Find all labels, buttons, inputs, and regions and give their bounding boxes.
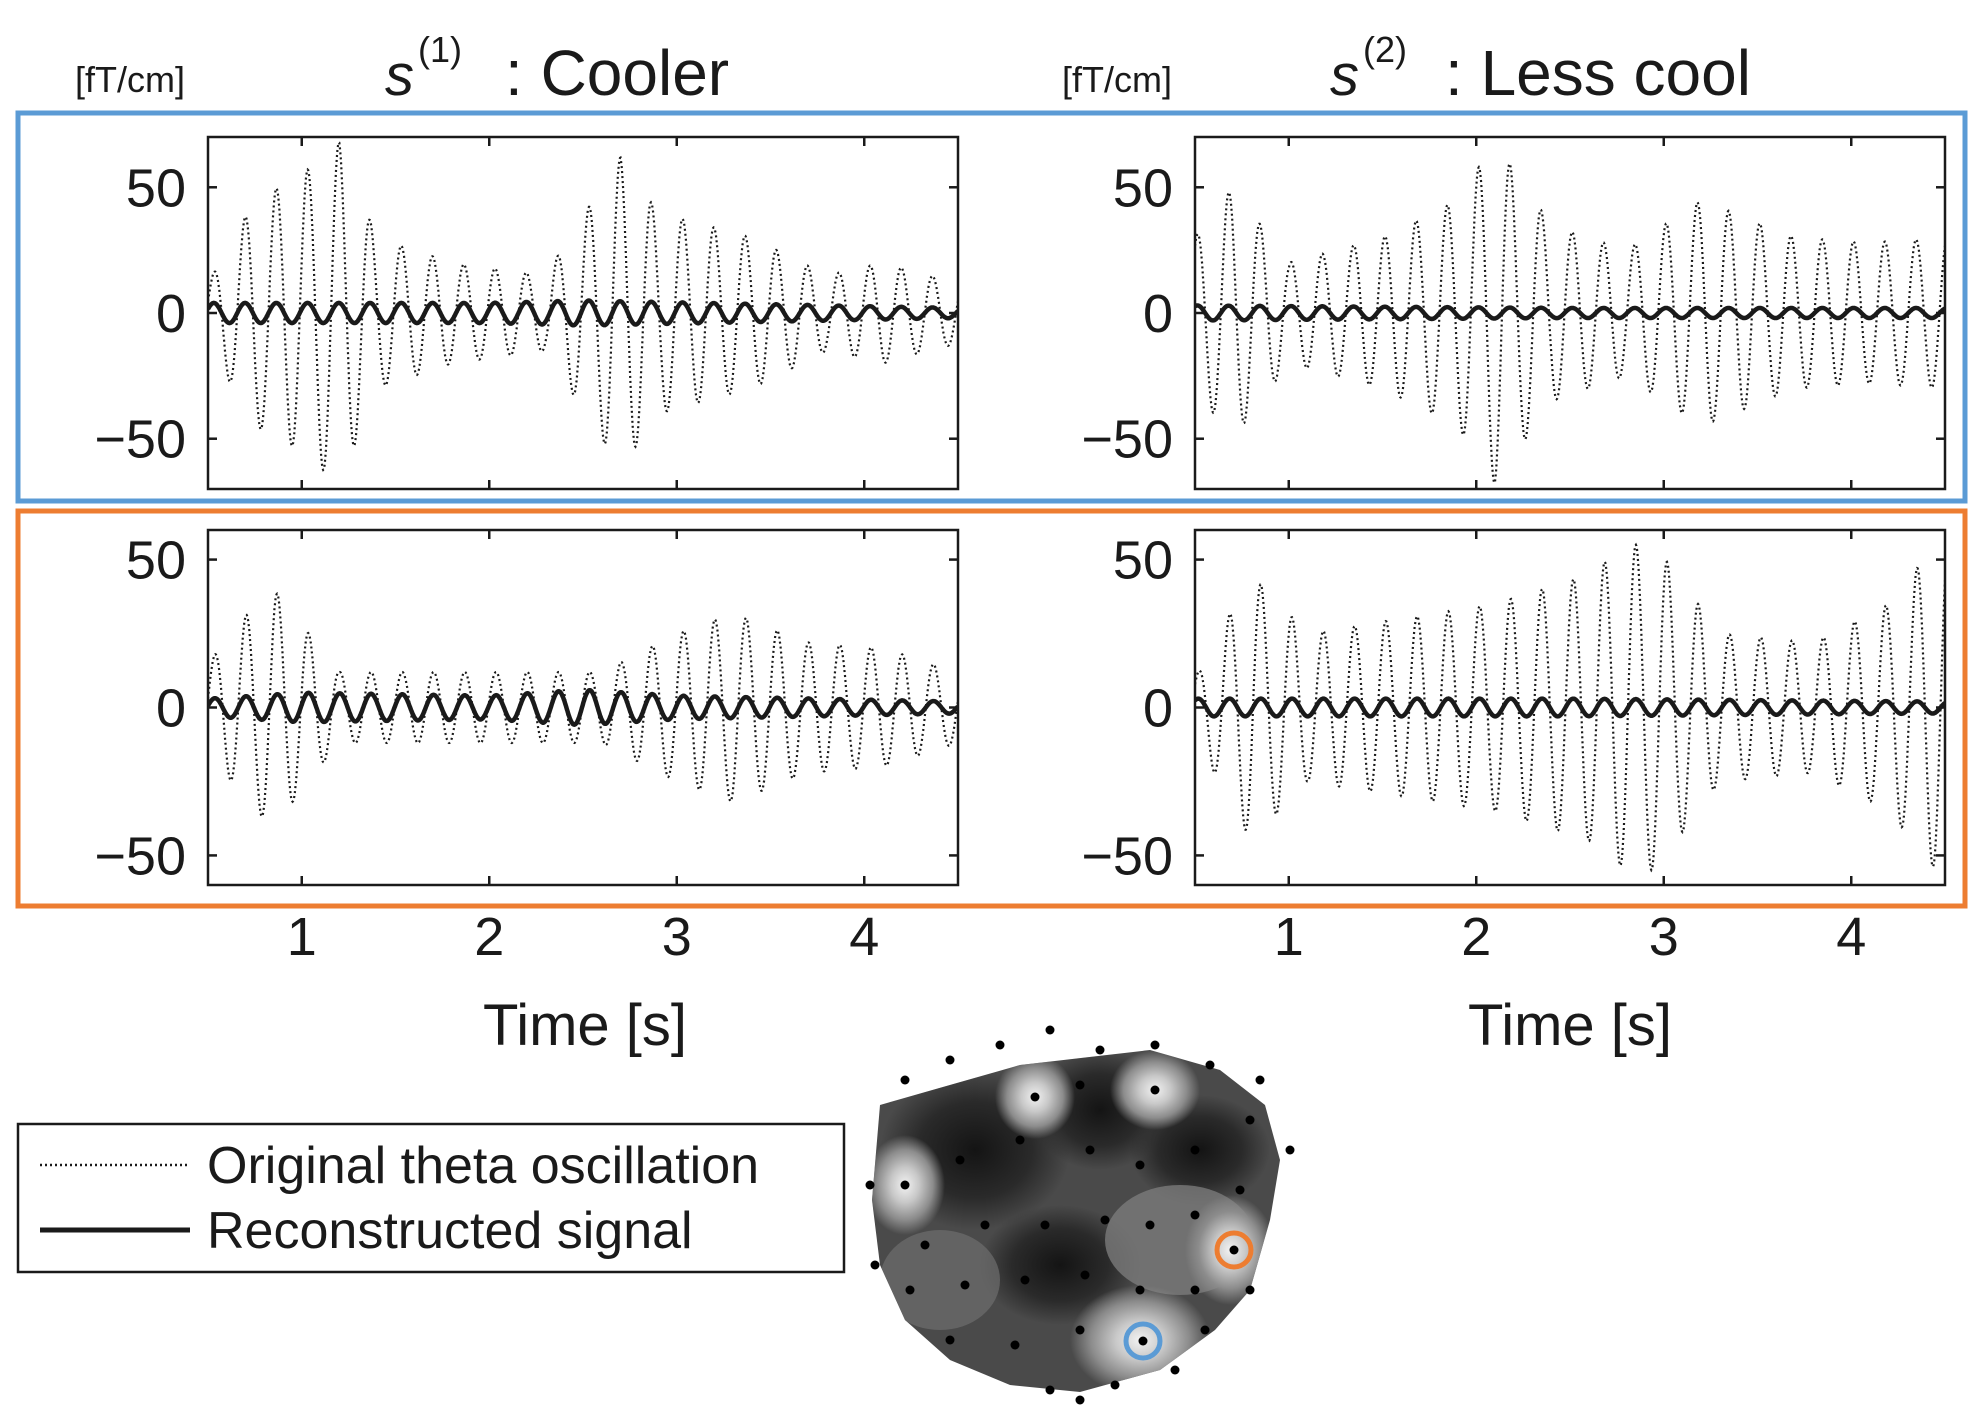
sensor-dot xyxy=(1015,1135,1025,1145)
row2-frame xyxy=(15,508,1968,909)
sensor-dot xyxy=(960,1280,970,1290)
sensor-dot xyxy=(1245,1285,1255,1295)
sensor-dot xyxy=(1100,1215,1110,1225)
title-left-text: : Cooler xyxy=(505,37,729,109)
sensor-dot xyxy=(870,1260,880,1270)
y-tick-label: 50 xyxy=(1113,158,1173,218)
sensor-dot xyxy=(1020,1275,1030,1285)
sensor-dot xyxy=(900,1075,910,1085)
sensor-dot xyxy=(1150,1040,1160,1050)
sensor-dot xyxy=(905,1285,915,1295)
original-theta-series xyxy=(208,141,958,472)
sensor-dot xyxy=(1190,1145,1200,1155)
sensor-dot xyxy=(980,1220,990,1230)
x-tick-label: 2 xyxy=(474,907,504,967)
reconstructed-signal-series xyxy=(208,687,958,728)
sensor-dot xyxy=(1190,1210,1200,1220)
title-right-text: : Less cool xyxy=(1445,37,1751,109)
sensor-dot xyxy=(1095,1045,1105,1055)
legend-original-label: Original theta oscillation xyxy=(207,1137,759,1195)
reconstructed-signal-series xyxy=(1195,696,1945,719)
x-tick-label: 3 xyxy=(662,907,692,967)
sensor-dot xyxy=(1135,1285,1145,1295)
panel-row2-right: −50 0 50 1 2 3 4 xyxy=(1081,528,1947,967)
panel-row1-left: −50 0 50 xyxy=(94,135,960,491)
x-tick-label: 3 xyxy=(1649,907,1679,967)
y-tick-label: −50 xyxy=(1081,410,1173,470)
y-tick-label: 50 xyxy=(126,158,186,218)
sensor-dot xyxy=(1205,1060,1215,1070)
sensor-dot xyxy=(1045,1385,1055,1395)
unit-label-right: [fT/cm] xyxy=(1062,59,1172,100)
y-tick-label: 0 xyxy=(156,679,186,739)
sensor-dot xyxy=(1135,1160,1145,1170)
row1-sensor-marker xyxy=(1123,1321,1163,1361)
y-tick-label: −50 xyxy=(94,826,186,886)
sensor-dot xyxy=(900,1180,910,1190)
sensor-dot xyxy=(955,1155,965,1165)
row2-sensor-marker xyxy=(1214,1230,1254,1270)
sensor-dot xyxy=(1110,1380,1120,1390)
y-tick-label: 0 xyxy=(1143,679,1173,739)
x-tick-label: 2 xyxy=(1461,907,1491,967)
sensor-dot xyxy=(1080,1270,1090,1280)
sensor-dot xyxy=(1030,1092,1040,1102)
sensor-dot xyxy=(945,1055,955,1065)
xlabel-right: Time [s] xyxy=(1468,993,1672,1058)
legend-reconstructed-label: Reconstructed signal xyxy=(207,1202,693,1260)
sensor-dot xyxy=(1045,1025,1055,1035)
sensor-dot xyxy=(1170,1365,1180,1375)
topomap-surface xyxy=(872,1050,1280,1392)
title-left-math: s xyxy=(385,43,414,108)
topomap-sensors xyxy=(865,1025,1295,1405)
title-right-math: s xyxy=(1330,43,1359,108)
sensor-dot xyxy=(1255,1075,1265,1085)
y-tick-label: −50 xyxy=(1081,826,1173,886)
sensor-dot xyxy=(1285,1145,1295,1155)
reconstructed-signal-series xyxy=(1195,303,1945,323)
xlabel-left: Time [s] xyxy=(483,993,687,1058)
topomap xyxy=(865,1025,1295,1405)
original-theta-series xyxy=(1195,542,1945,873)
sensor-dot xyxy=(920,1240,930,1250)
x-tick-label: 1 xyxy=(287,907,317,967)
panel-row2-left: −50 0 50 1 2 3 4 xyxy=(94,528,960,967)
y-tick-label: 0 xyxy=(1143,284,1173,344)
sensor-dot xyxy=(1138,1336,1148,1346)
x-tick-label: 4 xyxy=(1836,907,1866,967)
title-left-sup: (1) xyxy=(418,29,462,70)
sensor-dot xyxy=(1150,1085,1160,1095)
reconstructed-signal-series xyxy=(208,298,958,328)
sensor-dot xyxy=(1200,1325,1210,1335)
sensor-dot xyxy=(995,1040,1005,1050)
sensor-dot xyxy=(1229,1245,1239,1255)
sensor-dot xyxy=(1075,1325,1085,1335)
legend: Original theta oscillation Reconstructed… xyxy=(16,1122,846,1274)
sensor-dot xyxy=(1085,1145,1095,1155)
x-tick-label: 1 xyxy=(1274,907,1304,967)
title-right-sup: (2) xyxy=(1363,29,1407,70)
sensor-dot xyxy=(865,1180,875,1190)
sensor-dot xyxy=(1040,1220,1050,1230)
x-tick-label: 4 xyxy=(849,907,879,967)
sensor-dot xyxy=(1245,1115,1255,1125)
sensor-dot xyxy=(1075,1080,1085,1090)
legend-box xyxy=(16,1122,846,1274)
sensor-dot xyxy=(945,1335,955,1345)
y-tick-label: 50 xyxy=(126,531,186,591)
y-tick-label: 0 xyxy=(156,284,186,344)
unit-label-left: [fT/cm] xyxy=(75,59,185,100)
panel-row1-right: −50 0 50 xyxy=(1081,135,1947,491)
y-tick-label: 50 xyxy=(1113,531,1173,591)
original-theta-series xyxy=(1195,162,1945,486)
sensor-dot xyxy=(1010,1340,1020,1350)
sensor-dot xyxy=(1145,1220,1155,1230)
sensor-dot xyxy=(1235,1185,1245,1195)
y-tick-label: −50 xyxy=(94,410,186,470)
sensor-dot xyxy=(1190,1285,1200,1295)
sensor-dot xyxy=(1075,1395,1085,1405)
row1-frame xyxy=(15,110,1968,504)
